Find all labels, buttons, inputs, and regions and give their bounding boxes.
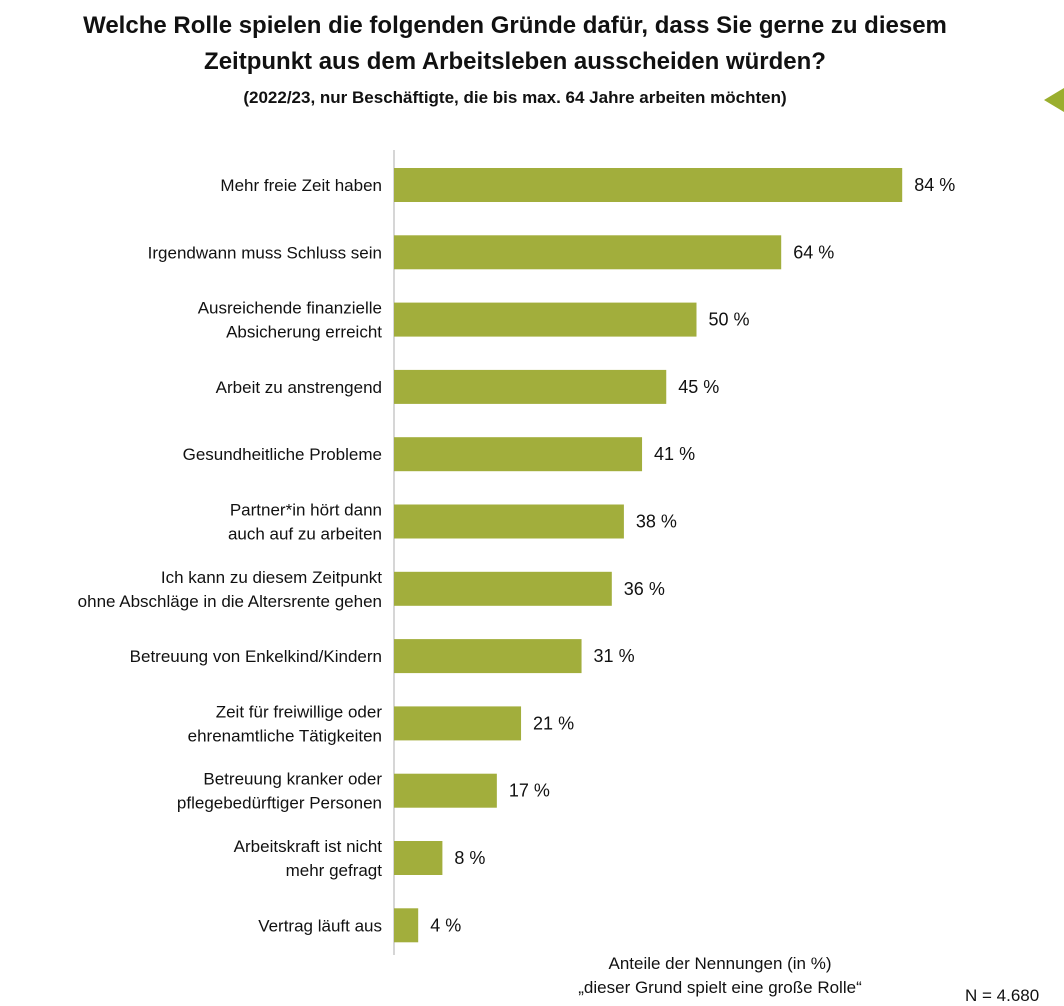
bar	[394, 168, 903, 202]
bar	[394, 773, 497, 808]
bar-value-label: 4 %	[430, 915, 461, 935]
x-axis-label-note: „dieser Grund spielt eine große Rolle“	[578, 978, 862, 997]
bar	[394, 639, 582, 674]
bar-value-label: 36 %	[624, 579, 665, 599]
bar-value-label: 45 %	[678, 377, 719, 397]
chart-subtitle: (2022/23, nur Beschäftigte, die bis max.…	[243, 88, 787, 107]
bar	[394, 235, 782, 270]
bar	[394, 302, 697, 337]
bar-value-label: 50 %	[709, 310, 750, 330]
bar-group: 84 % Mehr freie Zeit haben 64 % Irgendwann …	[78, 168, 955, 943]
category-label: Arbeitskraft ist nicht mehr gefragt	[234, 837, 383, 880]
arrow-left-icon	[1044, 88, 1064, 112]
bar-value-label: 38 %	[636, 512, 677, 532]
bar	[394, 437, 643, 472]
category-label: Partner*in hört dann auch auf zu arbeiten	[228, 501, 382, 544]
bar	[394, 369, 667, 404]
bar	[394, 841, 443, 875]
chart-title-line-2: Zeitpunkt aus dem Arbeitsleben ausscheid…	[204, 48, 826, 75]
bar	[394, 504, 624, 539]
sample-size-label: N = 4.680	[965, 986, 1040, 1005]
x-axis-label: Anteile der Nennungen (in %)	[608, 954, 832, 973]
category-label: Betreuung von Enkelkind/Kindern	[130, 647, 382, 666]
bar-value-label: 31 %	[594, 646, 635, 666]
category-label: Ausreichende finanzielle Absicherung erre…	[198, 299, 383, 342]
category-label: Vertrag läuft aus	[258, 916, 382, 935]
bar-value-label: 17 %	[509, 781, 550, 801]
bar	[394, 908, 419, 943]
bar	[394, 706, 522, 741]
bar-value-label: 8 %	[454, 848, 485, 868]
bar-value-label: 64 %	[793, 242, 834, 262]
category-label: Mehr freie Zeit haben	[220, 176, 382, 195]
category-label: Arbeit zu anstrengend	[216, 378, 382, 397]
category-label: Irgendwann muss Schluss sein	[148, 243, 382, 262]
category-label: Betreuung kranker oder pflegebedürftiger …	[177, 770, 382, 813]
bar-value-label: 84 %	[914, 175, 955, 195]
bar-value-label: 41 %	[654, 444, 695, 464]
bar-value-label: 21 %	[533, 713, 574, 733]
chart-title-line-1: Welche Rolle spielen die folgenden Gründ…	[83, 12, 947, 39]
category-label: Gesundheitliche Probleme	[183, 445, 382, 464]
category-label: Zeit für freiwillige oder ehrenamtliche T…	[188, 702, 383, 745]
bar	[394, 571, 612, 606]
category-label: Ich kann zu diesem Zeitpunkt ohne Abschlä…	[78, 568, 383, 611]
